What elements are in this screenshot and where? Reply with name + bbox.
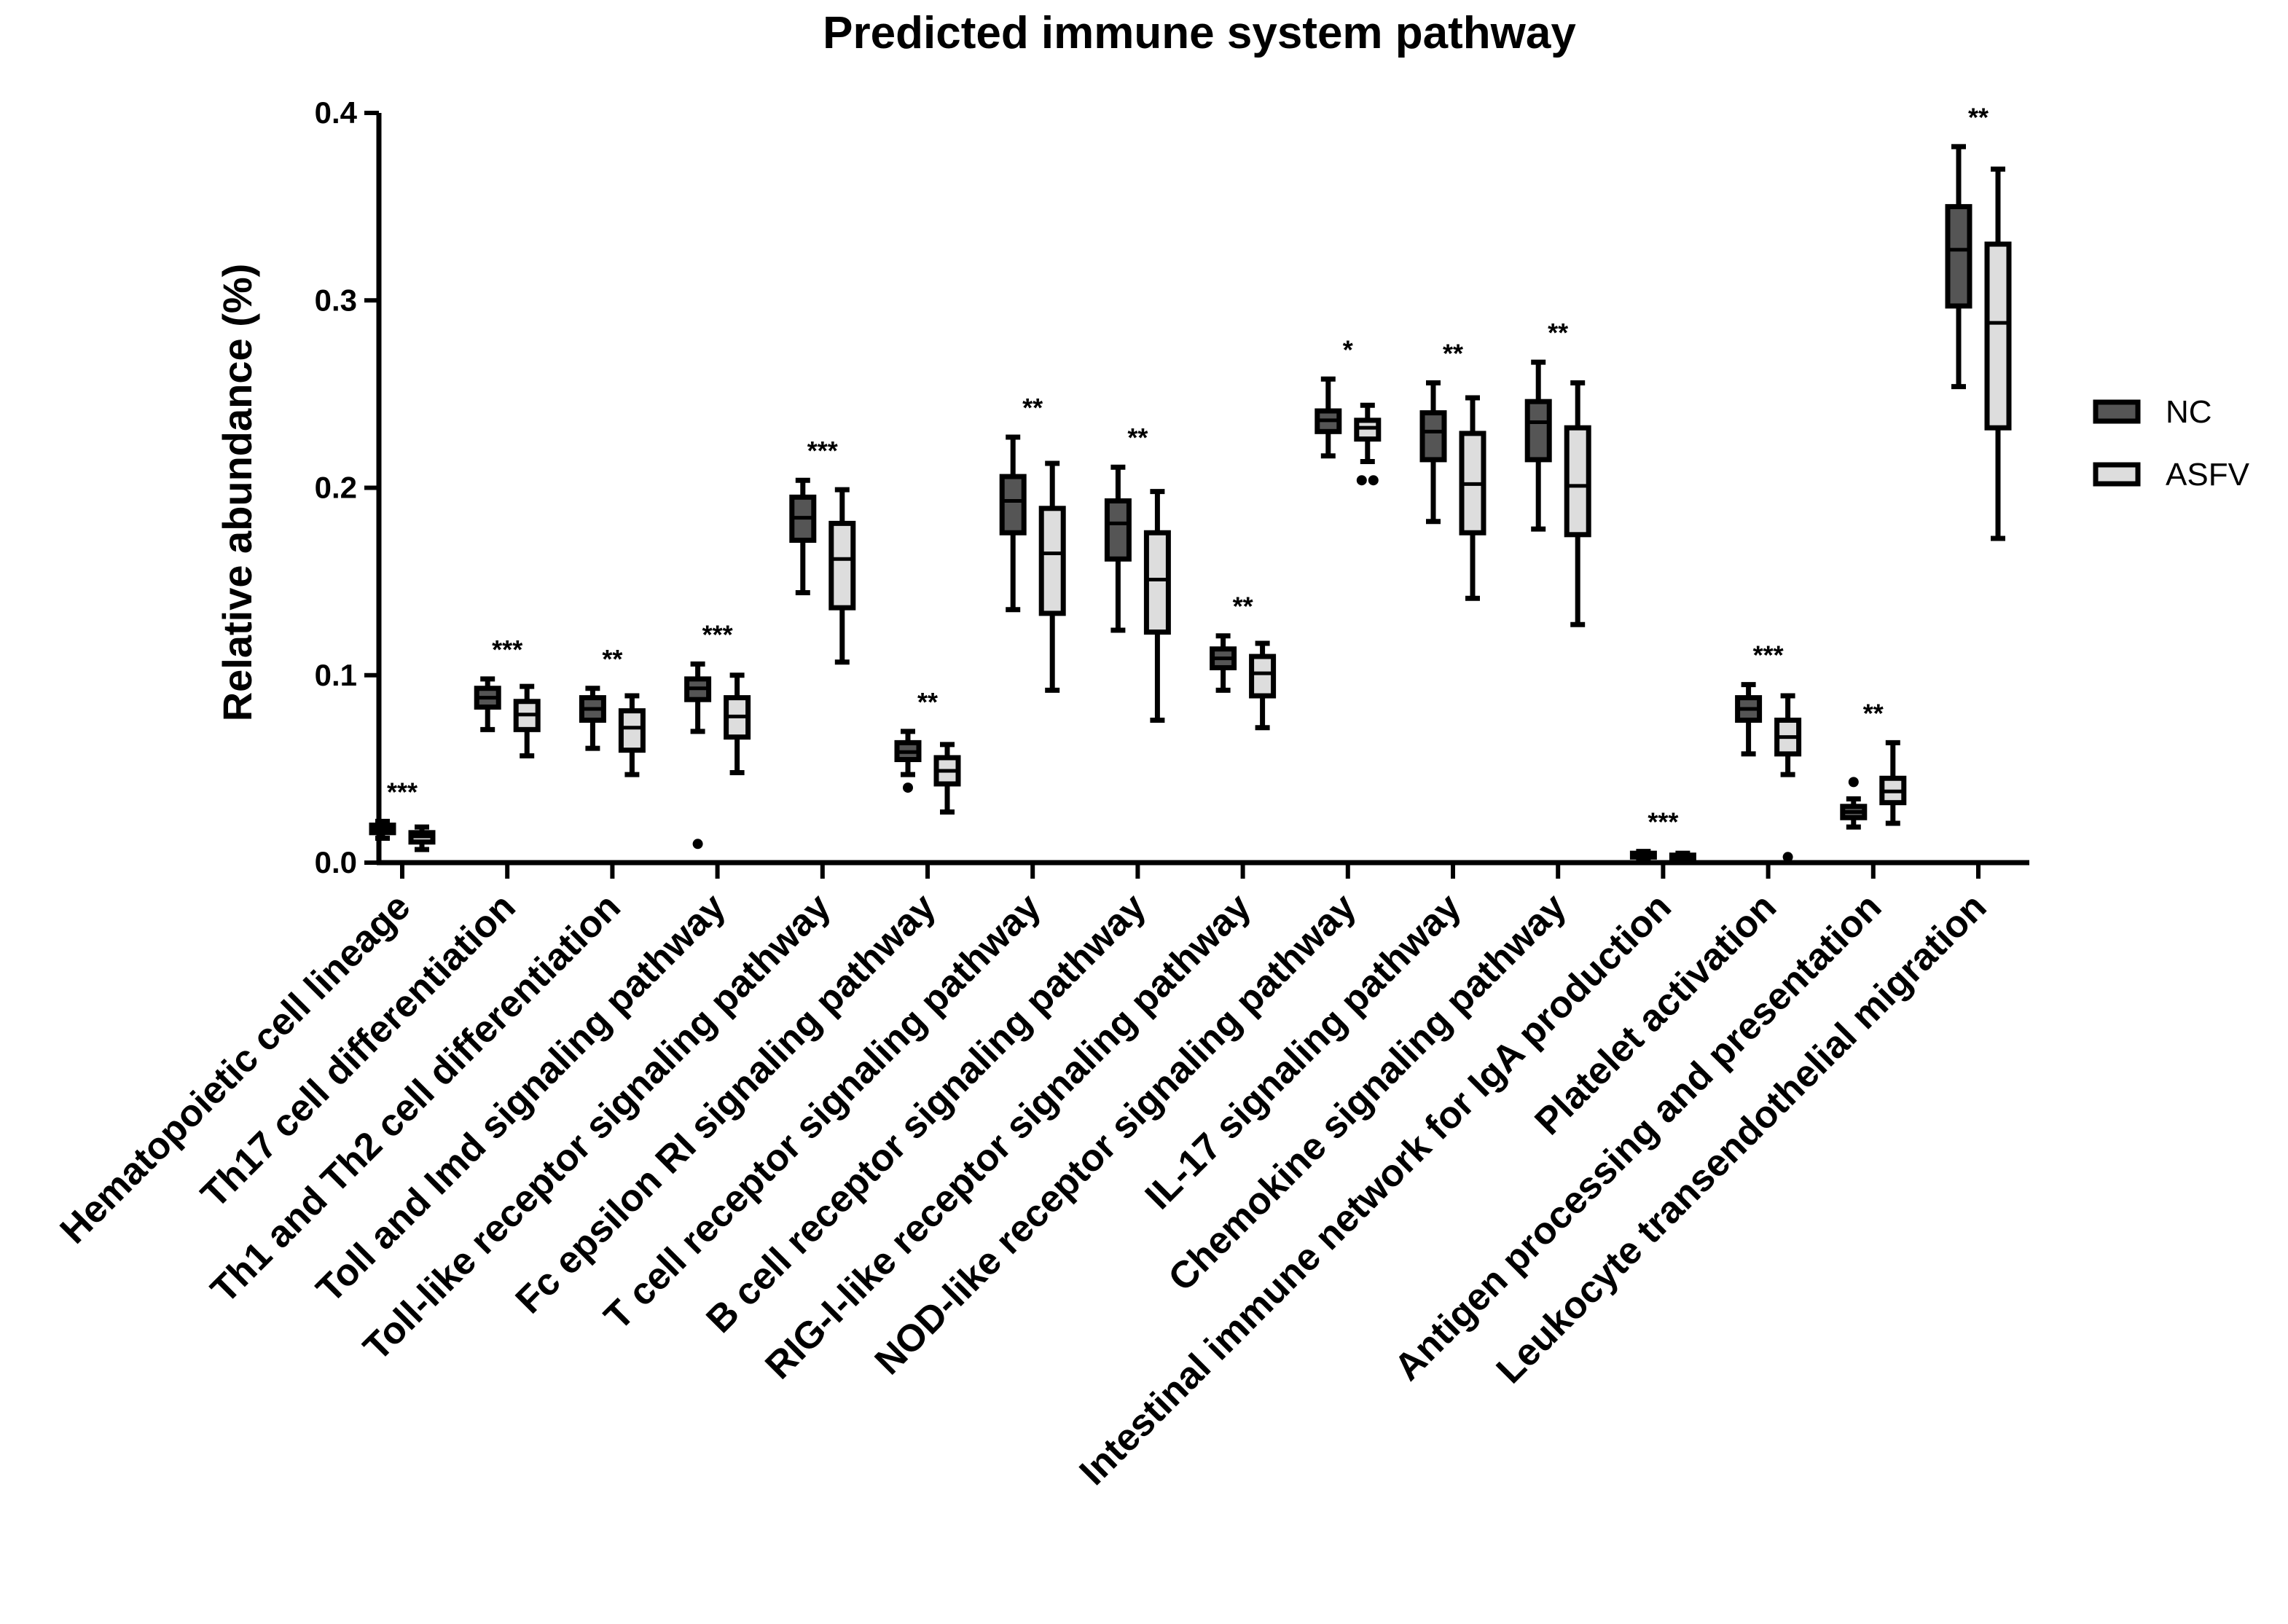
- box-iqr: [1564, 425, 1591, 538]
- box-iqr: [1104, 498, 1132, 562]
- box-asfv: [1879, 740, 1907, 826]
- x-tick-label: Antigen processing and presentation: [1387, 885, 1890, 1389]
- y-tick-label: 0.4: [315, 95, 358, 130]
- box-iqr: [1249, 654, 1277, 699]
- box-iqr: [1038, 506, 1066, 616]
- box-asfv: [513, 683, 541, 758]
- box-iqr: [828, 520, 856, 611]
- outlier-point: [692, 839, 703, 850]
- outlier-point: [903, 782, 913, 793]
- outlier-point: [1848, 777, 1859, 788]
- box-nc: [999, 434, 1027, 613]
- significance-label: ***: [1753, 640, 1784, 670]
- significance-label: **: [1968, 102, 1989, 132]
- significance-label: **: [1022, 393, 1043, 423]
- outlier-point: [1368, 475, 1379, 486]
- box-iqr: [1984, 241, 2012, 431]
- legend-swatch-asfv: [2093, 462, 2141, 487]
- box-groups: [369, 144, 2012, 863]
- box-asfv: [1038, 460, 1066, 693]
- y-tick-label: 0.2: [315, 471, 357, 505]
- legend-swatch-nc: [2093, 399, 2141, 424]
- box-nc: [684, 661, 712, 850]
- box-asfv: [1774, 693, 1802, 863]
- box-iqr: [1143, 530, 1171, 635]
- box-asfv: [1984, 166, 2012, 541]
- significance-label: **: [602, 644, 622, 674]
- box-asfv: [1564, 380, 1591, 627]
- significance-label: **: [1443, 338, 1463, 368]
- box-iqr: [618, 708, 646, 753]
- box-nc: [789, 477, 817, 596]
- box-nc: [474, 676, 501, 732]
- legend-label-nc: NC: [2166, 394, 2212, 430]
- y-tick-label: 0.3: [315, 283, 357, 317]
- significance-label: ***: [1648, 807, 1678, 837]
- significance-label: ***: [387, 777, 418, 807]
- box-iqr: [999, 474, 1027, 536]
- chart-title: Predicted immune system pathway: [823, 8, 1576, 58]
- box-iqr: [1945, 204, 1972, 309]
- box-nc: [1524, 359, 1552, 532]
- box-nc: [894, 729, 922, 793]
- box-asfv: [1669, 850, 1696, 863]
- significance-label: ***: [702, 619, 733, 649]
- box-asfv: [618, 693, 646, 777]
- significance-markers: ****** ***************** **************: [387, 102, 1989, 836]
- significance-label: ***: [807, 436, 838, 466]
- box-asfv: [1354, 402, 1382, 486]
- box-nc: [1629, 849, 1657, 862]
- box-asfv: [724, 672, 751, 776]
- box-asfv: [1249, 640, 1277, 731]
- y-axis-ticks: 0.0 0.1 0.2 0.3 0.4: [315, 95, 379, 879]
- box-nc: [1315, 376, 1342, 459]
- y-tick-label: 0.1: [315, 658, 357, 692]
- box-nc: [1945, 144, 1972, 390]
- outlier-point: [1782, 852, 1793, 863]
- box-nc: [1735, 682, 1763, 757]
- significance-label: ***: [492, 635, 522, 664]
- significance-label: *: [1343, 334, 1353, 364]
- x-tick-label: Leukocyte transendothelial migration: [1489, 885, 1995, 1392]
- box-asfv: [1459, 395, 1486, 601]
- box-nc: [369, 818, 396, 842]
- box-asfv: [1143, 489, 1171, 723]
- box-asfv: [408, 824, 436, 852]
- y-axis-label: Relative abundance (%): [214, 264, 260, 722]
- box-nc: [579, 686, 606, 751]
- box-nc: [1840, 777, 1868, 830]
- x-tick-label: NOD-like receptor signaling pathway: [867, 885, 1365, 1383]
- y-tick-label: 0.0: [315, 845, 357, 879]
- box-iqr: [1419, 410, 1447, 463]
- box-nc: [1210, 633, 1237, 693]
- significance-label: **: [1127, 423, 1148, 452]
- legend: NC ASFV: [2093, 394, 2250, 493]
- significance-label: **: [917, 687, 938, 717]
- significance-label: **: [1863, 698, 1884, 728]
- outlier-point: [1356, 475, 1367, 486]
- box-asfv: [933, 742, 961, 815]
- box-nc: [1419, 380, 1447, 525]
- box-asfv: [828, 487, 856, 665]
- x-tick-label: RIG-I-like receptor signaling pathway: [757, 885, 1259, 1387]
- box-iqr: [1524, 399, 1552, 463]
- box-nc: [1104, 464, 1132, 633]
- significance-label: **: [1548, 318, 1568, 348]
- legend-label-asfv: ASFV: [2166, 457, 2250, 493]
- box-iqr: [1354, 417, 1382, 442]
- significance-label: **: [1233, 592, 1253, 621]
